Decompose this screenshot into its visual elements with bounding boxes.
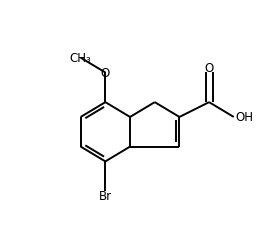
Text: OH: OH	[236, 111, 254, 124]
Text: Br: Br	[99, 189, 112, 202]
Text: CH₃: CH₃	[70, 52, 91, 65]
Text: O: O	[101, 67, 110, 80]
Text: O: O	[204, 62, 214, 75]
